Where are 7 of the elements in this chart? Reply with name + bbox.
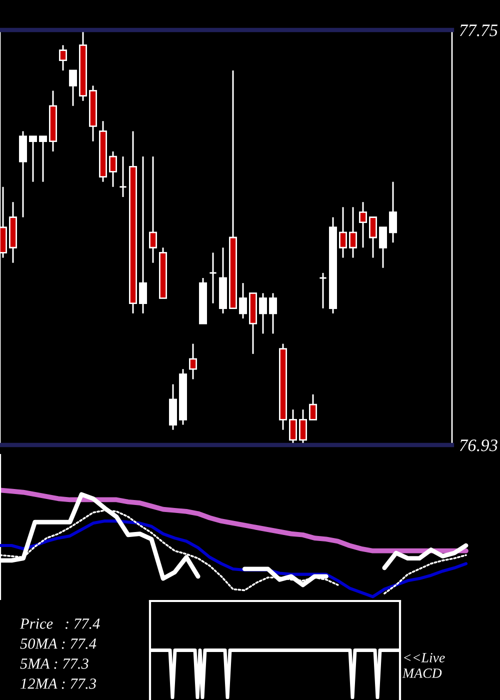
y-tick-label: 76.93	[460, 440, 498, 452]
text: 5MA : 77.3	[20, 658, 88, 669]
text: Price : 77.4	[20, 618, 100, 629]
text: 50MA : 77.4	[20, 638, 96, 649]
text: <<Live MACD	[402, 653, 445, 678]
y-tick-label: 77.75	[460, 24, 498, 36]
text: 12MA : 77.3	[20, 678, 96, 689]
